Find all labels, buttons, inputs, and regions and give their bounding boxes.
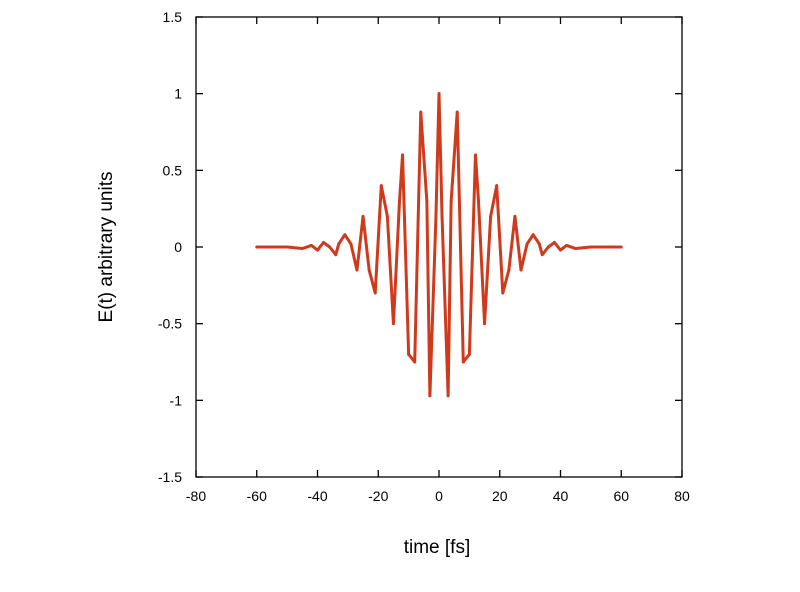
y-tick-label: -0.5 (158, 316, 182, 332)
data-point (322, 240, 326, 244)
data-point (574, 247, 578, 251)
x-tick-label: -60 (247, 488, 267, 504)
data-point (398, 199, 402, 203)
data-point (385, 214, 389, 218)
data-point (455, 110, 459, 114)
data-point (367, 268, 371, 272)
data-point (300, 247, 304, 251)
x-tick-label: -20 (368, 488, 388, 504)
data-point (361, 214, 365, 218)
x-tick-label: 80 (674, 488, 690, 504)
data-point (552, 240, 556, 244)
x-tick-label: 40 (553, 488, 569, 504)
data-point (483, 322, 487, 326)
data-point (349, 242, 353, 246)
y-axis-title: E(t) arbitrary units (96, 172, 117, 323)
data-point (391, 322, 395, 326)
y-tick-label: -1 (170, 392, 183, 408)
data-point (255, 245, 259, 249)
data-point (540, 253, 544, 257)
data-point (449, 199, 453, 203)
data-point (546, 245, 550, 249)
data-point (413, 360, 417, 364)
data-point (434, 214, 438, 218)
data-point (501, 291, 505, 295)
x-axis-title: time [fs] (404, 537, 471, 558)
data-point (519, 268, 523, 272)
data-point (489, 214, 493, 218)
data-point (446, 394, 450, 398)
x-tick-label: 60 (613, 488, 629, 504)
y-tick-labels: -1.5 -1 -0.5 0 0.5 1 1.5 (158, 9, 182, 485)
data-point (379, 184, 383, 188)
data-point (537, 242, 541, 246)
data-point (473, 153, 477, 157)
data-point (316, 248, 319, 252)
data-point (565, 243, 569, 247)
data-point (467, 352, 471, 356)
data-point (476, 199, 480, 203)
data-point (407, 352, 411, 356)
y-tick-label: 1.5 (163, 9, 183, 25)
data-point (589, 245, 593, 249)
data-point (337, 242, 341, 246)
x-tick-label: -40 (307, 488, 327, 504)
y-tick-label: 0.5 (163, 162, 183, 178)
data-point (531, 233, 535, 237)
y-tick-label: 0 (174, 239, 182, 255)
x-tick-label: 20 (492, 488, 508, 504)
data-point (309, 243, 313, 247)
x-tick-label: -80 (186, 488, 206, 504)
data-point (437, 92, 441, 96)
data-point (285, 245, 289, 249)
data-point (373, 291, 377, 295)
data-point (440, 214, 444, 218)
data-point (343, 233, 347, 237)
data-point (495, 184, 499, 188)
x-tick-labels: -80 -60 -40 -20 0 20 40 60 80 (186, 488, 690, 504)
data-point (559, 248, 562, 252)
data-point (328, 245, 332, 249)
data-point (428, 394, 432, 398)
data-point (425, 199, 429, 203)
tick-marks (195, 16, 683, 478)
data-point (334, 253, 338, 257)
data-point (513, 214, 517, 218)
data-point (619, 245, 623, 249)
data-point (507, 268, 511, 272)
data-point (461, 360, 465, 364)
y-tick-label: 1 (174, 86, 182, 102)
data-point (355, 268, 359, 272)
data-point (525, 242, 529, 246)
y-tick-label: -1.5 (158, 469, 182, 485)
data-point (419, 110, 423, 114)
x-tick-label: 0 (435, 488, 443, 504)
data-point (401, 153, 405, 157)
data-points (255, 92, 623, 398)
